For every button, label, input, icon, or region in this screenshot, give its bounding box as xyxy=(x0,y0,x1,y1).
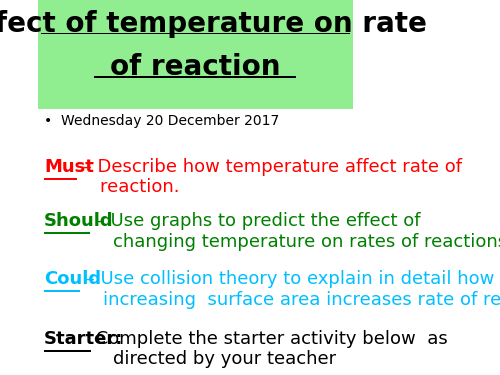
Text: Must: Must xyxy=(44,158,94,176)
Text: – Use graphs to predict the effect of
    changing temperature on rates of react: – Use graphs to predict the effect of ch… xyxy=(90,212,500,250)
Text: Could: Could xyxy=(44,270,101,288)
FancyBboxPatch shape xyxy=(44,350,90,352)
Text: Starter:: Starter: xyxy=(44,330,124,348)
Text: – Use collision theory to explain in detail how
    increasing  surface area inc: – Use collision theory to explain in det… xyxy=(80,270,500,309)
Text: – Describe how temperature affect rate of
    reaction.: – Describe how temperature affect rate o… xyxy=(77,158,462,196)
FancyBboxPatch shape xyxy=(94,76,296,78)
FancyBboxPatch shape xyxy=(44,178,77,180)
Text: Complete the starter activity below  as
    directed by your teacher: Complete the starter activity below as d… xyxy=(90,330,448,368)
Text: of reaction: of reaction xyxy=(110,53,280,81)
FancyBboxPatch shape xyxy=(38,0,352,109)
Text: •  Wednesday 20 December 2017: • Wednesday 20 December 2017 xyxy=(44,114,279,128)
FancyBboxPatch shape xyxy=(41,33,350,34)
Text: Effect of temperature on rate: Effect of temperature on rate xyxy=(0,9,426,38)
Text: Should: Should xyxy=(44,212,114,230)
FancyBboxPatch shape xyxy=(44,290,80,292)
FancyBboxPatch shape xyxy=(44,232,90,234)
